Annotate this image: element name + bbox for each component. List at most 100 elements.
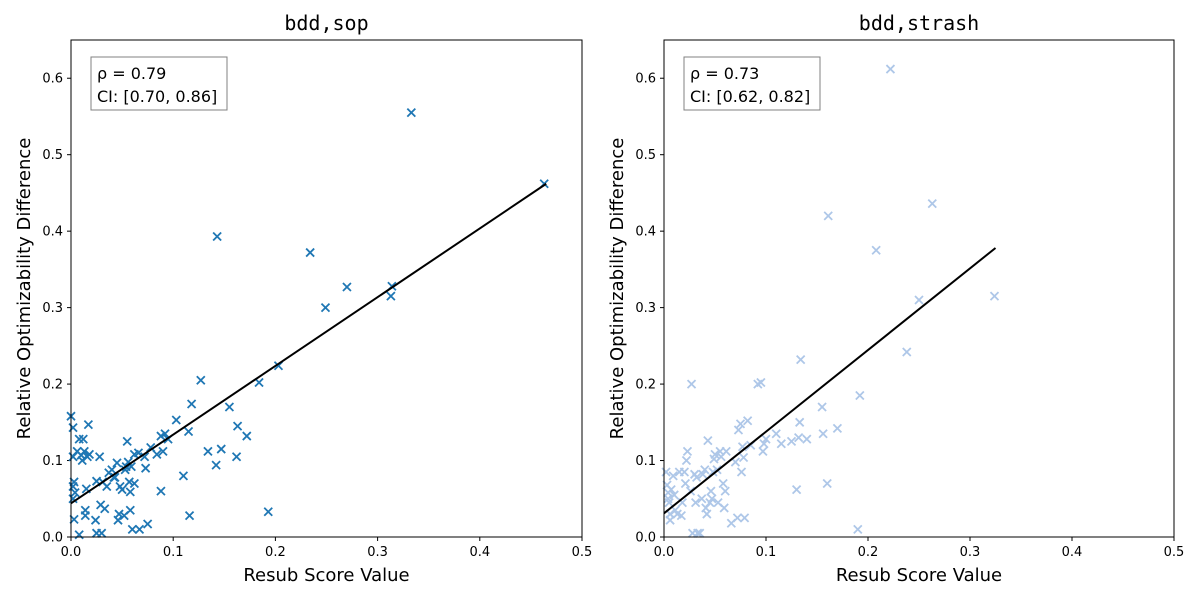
tick-group: 0.0 0.1 0.2 0.3 0.4 0.5 0.0 0.1 0.2 0.3 0.4 0.5 0.6	[635, 72, 1184, 560]
scatter-point	[817, 402, 827, 412]
y-tick-label: 0.2	[635, 378, 656, 393]
scatter-point	[822, 478, 832, 489]
y-tick-label: 0.1	[635, 454, 656, 469]
scatter-point	[989, 291, 1000, 301]
y-axis-label: Relative Optimizability Difference	[607, 138, 628, 440]
scatter-point	[669, 490, 679, 500]
scatter-point	[184, 510, 195, 521]
x-tick-label: 0.5	[1164, 545, 1185, 560]
scatter-point	[776, 439, 786, 449]
x-tick-label: 0.2	[858, 545, 879, 560]
scatter-point	[114, 509, 124, 519]
y-tick-label: 0.5	[42, 148, 63, 163]
y-tick-label: 0.0	[42, 531, 63, 546]
scatter-point	[160, 429, 170, 439]
scatter-point	[661, 467, 671, 477]
scatter-point	[263, 507, 273, 517]
scatter-point	[758, 446, 768, 456]
annotation-ci: CI: [0.70, 0.86]	[97, 87, 217, 106]
scatter-point	[156, 486, 166, 496]
scatter-point	[305, 247, 315, 258]
chart-title: bdd,strash	[859, 11, 979, 35]
scatter-point	[682, 446, 693, 456]
scatter-point	[232, 421, 243, 431]
x-axis-label: Resub Score Value	[836, 565, 1002, 586]
scatter-point	[664, 497, 674, 508]
scatter-point	[885, 64, 896, 74]
scatter-point	[707, 494, 717, 504]
scatter-point	[743, 416, 753, 426]
scatter-point	[700, 465, 710, 475]
x-axis-label: Resub Score Value	[243, 565, 409, 586]
scatter-point	[139, 452, 150, 462]
annotation-box	[90, 56, 228, 111]
scatter-point	[914, 295, 924, 305]
scatter-point	[676, 510, 686, 521]
fit-line	[663, 247, 997, 515]
plot-frame	[70, 39, 583, 538]
scatter-point	[791, 484, 802, 495]
scatter-point	[68, 494, 78, 504]
scatter-point	[125, 505, 135, 515]
y-tick-label: 0.5	[635, 148, 656, 163]
scatter-point	[679, 467, 690, 477]
scatter-point	[666, 484, 676, 495]
scatter-point	[902, 347, 912, 357]
scatter-point	[702, 509, 712, 519]
scatter-point	[70, 488, 80, 498]
scatter-point	[196, 375, 206, 385]
scatter-point	[668, 471, 678, 481]
scatter-point	[739, 513, 750, 523]
scatter-point	[786, 436, 797, 447]
plot-area	[664, 40, 1174, 537]
scatter-point	[134, 524, 145, 534]
x-tick-label: 0.1	[756, 545, 777, 560]
scatter-point	[143, 519, 153, 529]
scatter-point	[695, 528, 705, 538]
scatter-point	[83, 419, 94, 430]
scatter-point	[759, 439, 769, 449]
plot-frame	[663, 39, 1175, 538]
scatter-point	[710, 449, 720, 460]
scatter-point	[186, 399, 197, 409]
scatter-point	[124, 477, 134, 487]
scatter-point	[853, 524, 863, 534]
scatter-point	[68, 481, 78, 492]
scatter-point	[94, 452, 105, 462]
scatter-point	[178, 471, 189, 481]
scatter-point	[90, 515, 101, 525]
scatter-point	[871, 245, 881, 255]
y-tick-label: 0.4	[635, 225, 656, 240]
scatter-point	[736, 467, 747, 477]
scatter-point	[152, 449, 162, 460]
y-tick-label: 0.1	[42, 454, 63, 469]
scatter-point	[855, 390, 865, 401]
scatter-point	[692, 472, 702, 482]
scatter-point	[102, 481, 112, 492]
scatter-point	[97, 528, 107, 538]
chart-title: bdd,sop	[284, 11, 368, 35]
scatter-point	[735, 419, 746, 429]
annotation-box	[683, 56, 821, 111]
x-tick-label: 0.3	[367, 545, 388, 560]
scatter-point	[721, 446, 731, 456]
x-tick-label: 0.4	[469, 545, 490, 560]
x-tick-label: 0.0	[654, 545, 675, 560]
scatter-point	[732, 513, 743, 523]
y-tick-label: 0.6	[635, 72, 656, 87]
scatter-point	[706, 486, 716, 496]
scatter-point	[720, 486, 730, 496]
scatter-point	[171, 415, 181, 425]
scatter-points	[66, 108, 549, 540]
scatter-point	[100, 504, 110, 514]
scatter-point	[406, 108, 416, 118]
y-tick-label: 0.3	[42, 301, 63, 316]
chart-panel-right: bdd,strash 0.0 0.1 0.2 0.3 0.4 0.50.00.10.20.…	[607, 11, 1184, 586]
fit-line	[70, 182, 547, 505]
scatter-point	[761, 434, 771, 444]
scatter-point	[112, 458, 122, 468]
scatter-point	[211, 460, 221, 470]
x-tick-label: 0.3	[960, 545, 981, 560]
y-axis-label: Relative Optimizability Difference	[14, 138, 35, 440]
